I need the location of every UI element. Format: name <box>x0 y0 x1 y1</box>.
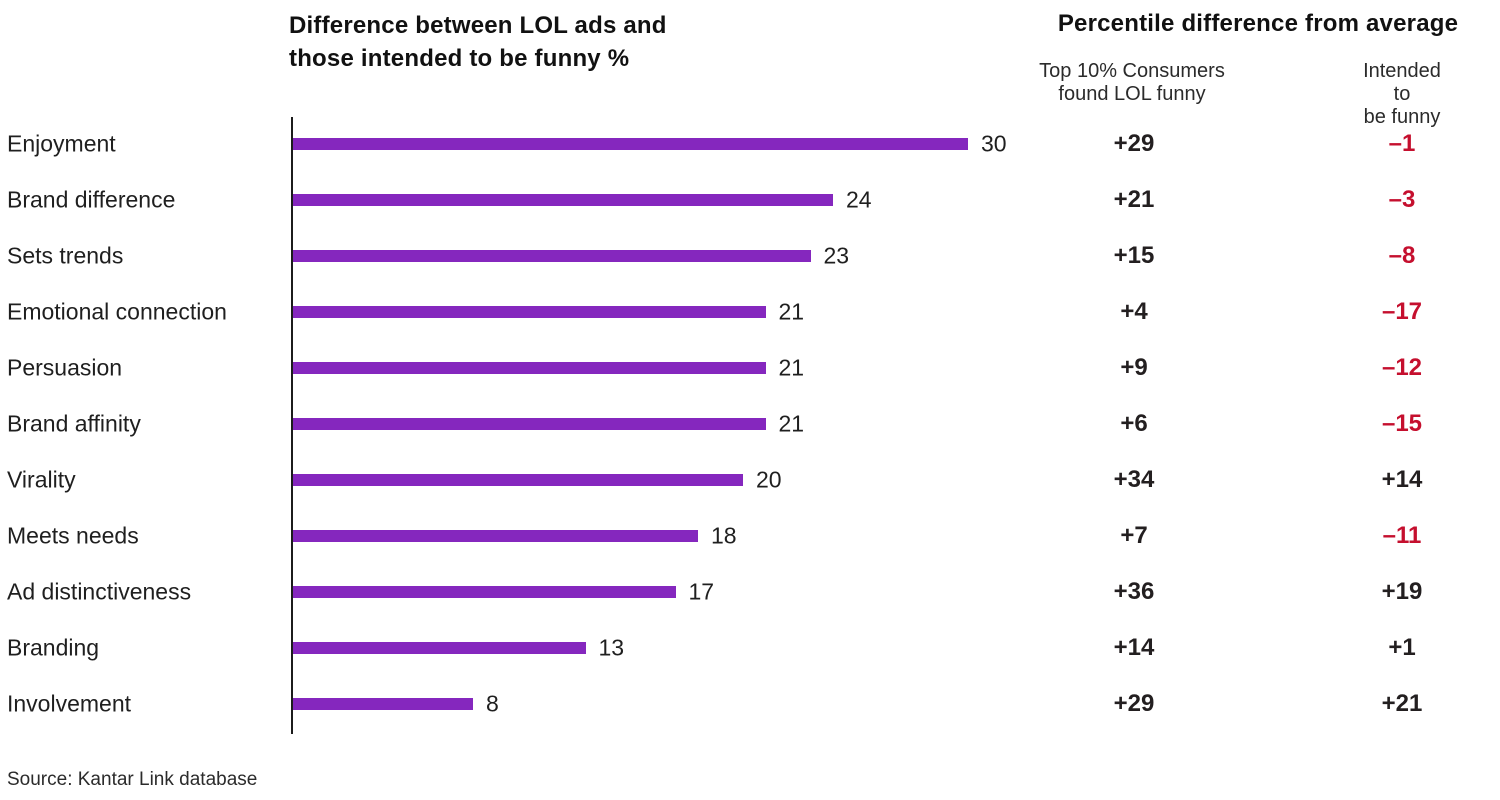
intended-value: –3 <box>1388 186 1416 213</box>
top10-value: +7 <box>1120 522 1148 549</box>
top10-value: +29 <box>1113 130 1155 157</box>
column-header-intended: Intended to be funny <box>1363 60 1441 128</box>
intended-value: +21 <box>1381 690 1423 717</box>
top10-value: +4 <box>1120 298 1148 325</box>
table-row: Ad distinctiveness 17 +36 +19 <box>0 564 1500 620</box>
bar-value-label: 13 <box>598 634 625 661</box>
table-row: Emotional connection 21 +4 –17 <box>0 284 1500 340</box>
chart-rows: Enjoyment 30 +29 –1 Brand difference 24 … <box>0 116 1500 732</box>
table-row: Involvement 8 +29 +21 <box>0 676 1500 732</box>
bar-value-label: 17 <box>688 578 715 605</box>
top10-value: +14 <box>1113 634 1155 661</box>
category-label: Enjoyment <box>7 130 116 157</box>
chart-title-line1: Difference between LOL ads and <box>289 12 667 39</box>
table-row: Persuasion 21 +9 –12 <box>0 340 1500 396</box>
bar <box>293 474 743 486</box>
top10-value: +34 <box>1113 466 1155 493</box>
bar-value-label: 21 <box>778 410 805 437</box>
table-row: Brand affinity 21 +6 –15 <box>0 396 1500 452</box>
category-label: Emotional connection <box>7 298 227 325</box>
category-label: Meets needs <box>7 522 139 549</box>
chart-title: Difference between LOL ads and those int… <box>289 9 667 75</box>
table-row: Meets needs 18 +7 –11 <box>0 508 1500 564</box>
intended-value: –17 <box>1381 298 1423 325</box>
chart-title-line2: those intended to be funny % <box>289 45 630 72</box>
y-axis-line <box>291 117 293 734</box>
bar-value-label: 30 <box>981 130 1007 157</box>
bar <box>293 698 473 710</box>
bar <box>293 418 766 430</box>
bar-value-label: 21 <box>778 298 805 325</box>
category-label: Sets trends <box>7 242 124 269</box>
bar <box>293 642 586 654</box>
bar-value-label: 21 <box>778 354 805 381</box>
bar <box>293 194 833 206</box>
table-row: Enjoyment 30 +29 –1 <box>0 116 1500 172</box>
top10-value: +6 <box>1120 410 1148 437</box>
table-row: Virality 20 +34 +14 <box>0 452 1500 508</box>
bar-value-label: 24 <box>846 186 872 213</box>
table-row: Sets trends 23 +15 –8 <box>0 228 1500 284</box>
category-label: Ad distinctiveness <box>7 578 192 605</box>
category-label: Brand difference <box>7 186 176 213</box>
category-label: Involvement <box>7 690 132 717</box>
category-label: Virality <box>7 466 76 493</box>
intended-value: –12 <box>1381 354 1423 381</box>
bar-value-label: 20 <box>756 466 782 493</box>
source-note: Source: Kantar Link database <box>7 769 258 790</box>
category-label: Brand affinity <box>7 410 141 437</box>
intended-value: –15 <box>1381 410 1423 437</box>
table-row: Branding 13 +14 +1 <box>0 620 1500 676</box>
bar-value-label: 18 <box>711 522 737 549</box>
intended-value: –11 <box>1382 522 1422 549</box>
top10-value: +36 <box>1113 578 1155 605</box>
intended-value: +19 <box>1381 578 1423 605</box>
top10-value: +21 <box>1113 186 1155 213</box>
bar <box>293 530 698 542</box>
bar-value-label: 8 <box>486 690 499 717</box>
intended-value: +14 <box>1381 466 1423 493</box>
bar <box>293 250 811 262</box>
bar <box>293 138 968 150</box>
top10-value: +9 <box>1120 354 1148 381</box>
intended-value: –8 <box>1388 242 1416 269</box>
top10-value: +15 <box>1113 242 1155 269</box>
category-label: Persuasion <box>7 354 123 381</box>
column-header-top10: Top 10% Consumers found LOL funny <box>1039 60 1225 105</box>
top10-value: +29 <box>1113 690 1155 717</box>
bar <box>293 306 766 318</box>
bar <box>293 586 676 598</box>
intended-value: +1 <box>1388 634 1416 661</box>
bar <box>293 362 766 374</box>
right-panel-title: Percentile difference from average <box>1057 10 1459 37</box>
bar-value-label: 23 <box>823 242 850 269</box>
intended-value: –1 <box>1388 130 1416 157</box>
category-label: Branding <box>7 634 100 661</box>
table-row: Brand difference 24 +21 –3 <box>0 172 1500 228</box>
